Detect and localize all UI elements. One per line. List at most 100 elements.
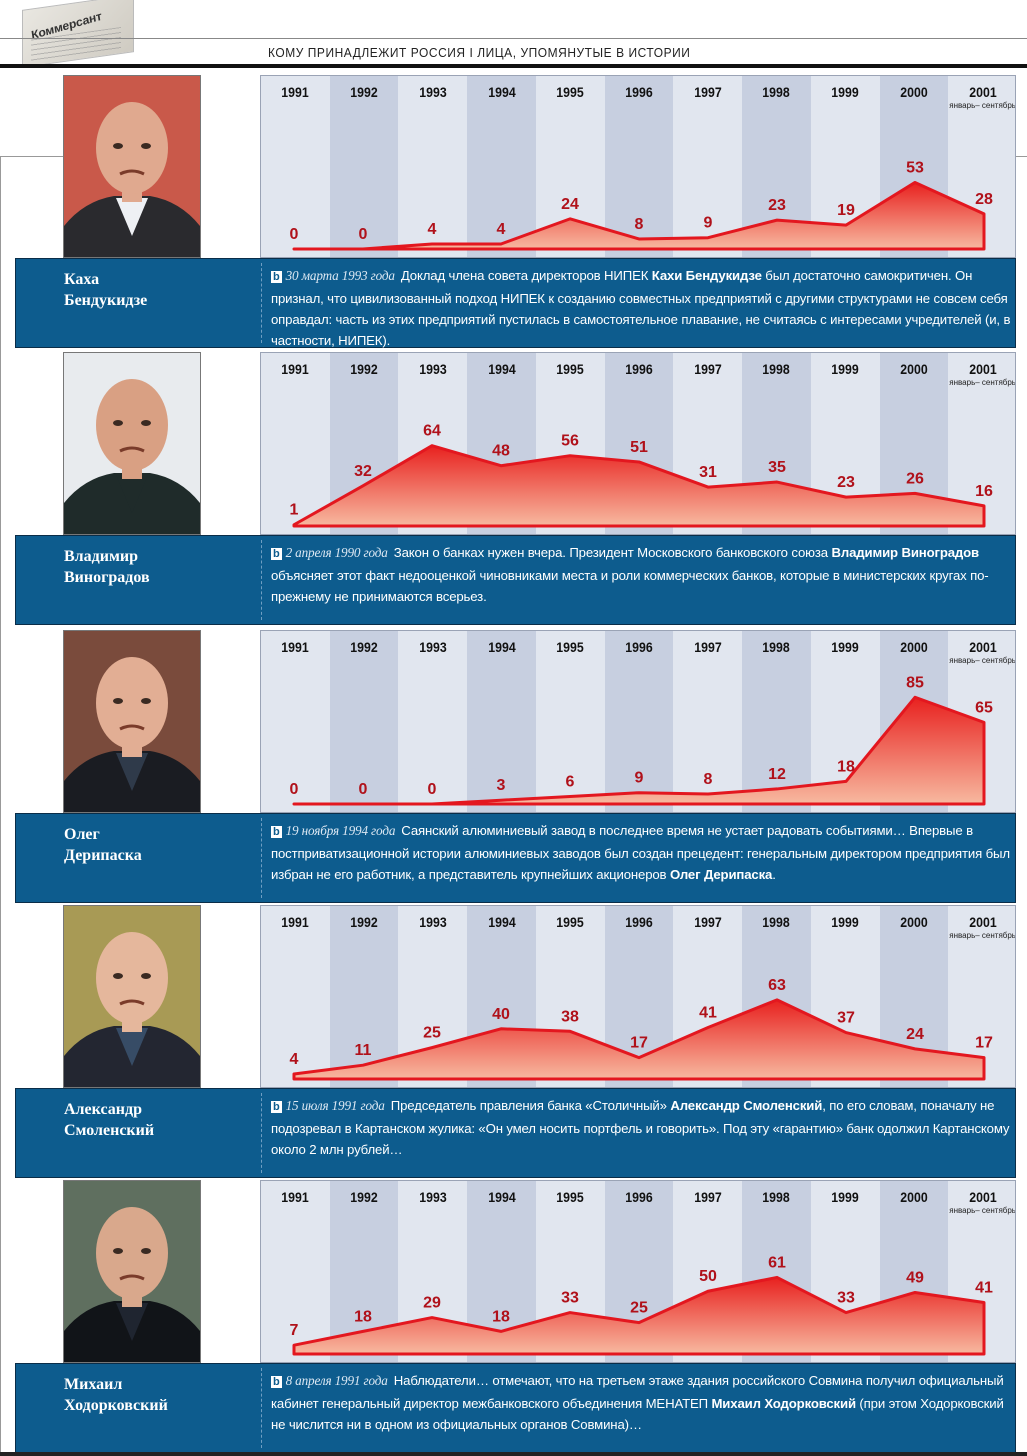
quote-text-before: Наблюдатели… отмечают, что на третьем эт… [271, 1373, 1004, 1411]
x-tick-label: 1993 [419, 639, 447, 655]
data-label: 8 [635, 216, 644, 233]
data-label: 53 [906, 159, 924, 176]
quote-text-after: объясняет этот факт недооценкой чиновник… [271, 568, 989, 604]
data-label: 4 [290, 1051, 299, 1068]
person-section: 1991 1992 1993 1994 1995 1996 1997 1998 1999 2000… [0, 352, 1027, 627]
x-tick-label: 1999 [831, 1189, 859, 1205]
x-tick-label: 2001 [968, 84, 997, 100]
x-tick-label: 1991 [281, 84, 310, 100]
data-label: 18 [837, 758, 855, 775]
quote-text: b 19 ноября 1994 года Саянский алюминиевый… [271, 820, 1011, 885]
year-column-band [467, 76, 536, 257]
year-column-band [673, 631, 743, 812]
data-label: 12 [768, 766, 786, 783]
data-label: 63 [768, 977, 786, 994]
dashed-divider [261, 263, 262, 343]
x-tick-label: 1999 [831, 914, 859, 930]
x-tick-label: 2000 [900, 361, 928, 377]
person-section: 1991 1992 1993 1994 1995 1996 1997 1998 1999 2000… [0, 630, 1027, 905]
person-first-name: Олег [64, 826, 100, 843]
quote-text: b 15 июля 1991 года Председатель правления… [271, 1095, 1011, 1160]
x-tick-label: 1996 [625, 914, 653, 930]
x-tick-label: 1994 [487, 1189, 516, 1205]
data-label: 50 [699, 1268, 717, 1285]
chart-plot: 7 18 29 18 33 25 50 61 33 49 41 [290, 1254, 993, 1356]
quote-band: Владимир Виноградов b 2 апреля 1990 года Зак… [15, 535, 1016, 625]
mentions-chart: 1991 1992 1993 1994 1995 1996 1997 1998 1999 2000… [260, 630, 1016, 813]
data-label: 25 [423, 1025, 441, 1042]
chart-plot: 0 0 0 3 6 9 8 12 18 85 65 [290, 674, 993, 806]
data-label: 61 [768, 1254, 786, 1271]
data-label: 35 [768, 459, 786, 476]
data-label: 23 [837, 474, 855, 491]
data-label: 7 [290, 1322, 299, 1339]
x-tick-label: 1999 [831, 84, 859, 100]
mentions-chart: 1991 1992 1993 1994 1995 1996 1997 1998 1999 2000… [260, 352, 1016, 535]
person-name: Каха Бендукидзе [64, 269, 254, 311]
data-label: 41 [975, 1280, 993, 1297]
data-label: 0 [290, 226, 299, 243]
x-tick-label: 1992 [350, 1189, 378, 1205]
chart-plot: 0 0 4 4 24 8 9 23 19 53 28 [290, 159, 993, 251]
x-tick-label: 1995 [556, 84, 584, 100]
data-label: 19 [837, 202, 855, 219]
quote-text: b 30 марта 1993 года Доклад члена совета д… [271, 265, 1011, 351]
x-tick-label: 2000 [900, 1189, 928, 1205]
quote-date: 19 ноября 1994 года [285, 823, 396, 838]
data-label: 41 [699, 1005, 717, 1022]
x-tick-label: 1993 [419, 1189, 447, 1205]
year-column-band [604, 76, 674, 257]
data-label: 49 [906, 1269, 924, 1286]
data-label: 17 [975, 1035, 993, 1052]
quote-date: 2 апреля 1990 года [285, 545, 388, 560]
mentions-chart: 1991 1992 1993 1994 1995 1996 1997 1998 1999 2000… [260, 1180, 1016, 1363]
year-column-band [398, 631, 468, 812]
bullet-icon: b [271, 1101, 282, 1113]
data-label: 0 [359, 226, 368, 243]
x-tick-label: 2001 [968, 914, 997, 930]
data-label: 8 [704, 771, 713, 788]
data-label: 56 [561, 433, 579, 450]
data-label: 3 [497, 777, 506, 794]
x-tick-label: 1998 [762, 361, 791, 377]
data-label: 33 [561, 1290, 579, 1307]
data-label: 64 [423, 423, 441, 440]
data-label: 33 [837, 1290, 855, 1307]
data-label: 9 [704, 215, 713, 232]
dashed-divider [261, 540, 262, 620]
x-tick-label: 1996 [625, 84, 653, 100]
x-tick-label: 1997 [694, 914, 722, 930]
x-tick-label: 1996 [625, 361, 653, 377]
data-label: 40 [492, 1006, 510, 1023]
person-first-name: Александр [64, 1101, 142, 1118]
x-tick-label: 2000 [900, 914, 928, 930]
person-last-name: Дерипаска [64, 847, 142, 864]
quote-band: Каха Бендукидзе b 30 марта 1993 года Доклад … [15, 258, 1016, 348]
x-tick-note: январь– сентябрь [949, 931, 1016, 940]
person-last-name: Ходорковский [64, 1397, 168, 1414]
area-series [292, 998, 986, 1081]
year-column-band [329, 631, 399, 812]
data-label: 48 [492, 443, 510, 460]
person-section: 1991 1992 1993 1994 1995 1996 1997 1998 1999 2000… [0, 905, 1027, 1180]
x-tick-label: 1998 [762, 1189, 791, 1205]
year-column-band [261, 1181, 330, 1362]
x-tick-label: 1995 [556, 914, 584, 930]
mentions-chart: 1991 1992 1993 1994 1995 1996 1997 1998 1999 2000… [260, 905, 1016, 1088]
person-photo [63, 630, 201, 813]
x-tick-label: 1992 [350, 84, 378, 100]
year-column-band [261, 76, 330, 257]
quote-person-name: Александр Смоленский [670, 1098, 823, 1113]
footer-rule [0, 1452, 1027, 1456]
data-label: 11 [355, 1042, 372, 1059]
person-photo [63, 352, 201, 535]
quote-person-name: Владимир Виноградов [831, 545, 980, 560]
x-tick-label: 1992 [350, 361, 378, 377]
quote-text-before: Саянский алюминиевый завод в последнее в… [271, 823, 1010, 882]
data-label: 0 [428, 781, 437, 798]
data-label: 29 [423, 1295, 441, 1312]
x-tick-label: 1995 [556, 639, 584, 655]
data-label: 26 [906, 470, 924, 487]
x-tick-label: 1994 [487, 639, 516, 655]
